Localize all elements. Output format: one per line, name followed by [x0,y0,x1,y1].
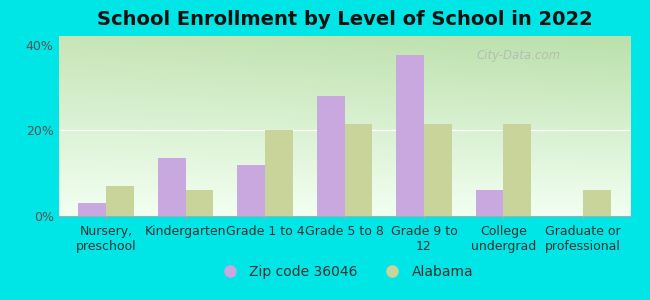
Bar [344,124,372,216]
Bar [583,190,610,216]
Bar [237,165,265,216]
Bar [396,55,424,216]
Bar [186,190,213,216]
Text: City-Data.com: City-Data.com [476,49,560,62]
Bar [106,186,134,216]
Bar [158,158,186,216]
Bar [424,124,452,216]
Bar [503,124,531,216]
Title: School Enrollment by Level of School in 2022: School Enrollment by Level of School in … [97,10,592,29]
Bar [476,190,503,216]
Bar [265,130,293,216]
Bar [317,96,345,216]
Legend: Zip code 36046, Alabama: Zip code 36046, Alabama [210,260,479,285]
Bar [79,203,106,216]
